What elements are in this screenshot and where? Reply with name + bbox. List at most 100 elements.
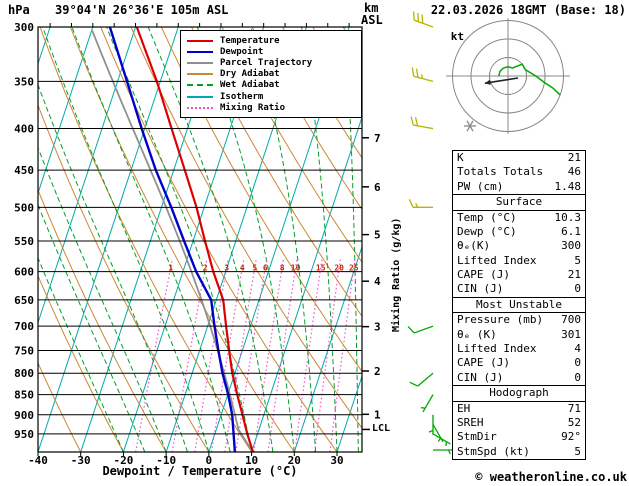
stats-row-cin-j-: CIN (J) 0 (453, 371, 585, 385)
pressure-tick-label: 650 (14, 294, 34, 307)
stats-label: CIN (J) (457, 282, 504, 296)
stats-value: 21 (567, 268, 581, 281)
temperature-tick-label: -30 (71, 454, 91, 467)
pressure-tick-label: 450 (14, 164, 34, 177)
stats-row-lifted-index: Lifted Index 5 (453, 254, 585, 268)
hodograph-unit-label: kt (451, 30, 464, 43)
stats-label: Pressure (mb) (457, 313, 544, 327)
mixing-ratio-value-label: 3 (224, 264, 229, 273)
pressure-tick-label: 350 (14, 75, 34, 88)
mixing-ratio-value-label: 20 (334, 264, 344, 273)
stats-label: Dewp (°C) (457, 224, 517, 238)
pressure-tick-label: 400 (14, 123, 34, 136)
mixing-ratio-line (224, 259, 257, 452)
legend-item-label: Temperature (220, 35, 280, 46)
stats-value: 0 (574, 356, 581, 370)
dry-adiabat-line (282, 27, 362, 159)
stats-label: EH (457, 401, 471, 415)
km-tick-label: 1 (374, 408, 381, 421)
mixing-ratio-line (135, 259, 173, 452)
legend-item-label: Wet Adiabat (220, 80, 280, 91)
temperature-tick-label: -20 (113, 454, 133, 467)
km-tick-label: 3 (374, 321, 381, 334)
stats-label: Lifted Index (457, 341, 537, 355)
legend: Temperature Dewpoint Parcel Trajectory Dry … (180, 30, 362, 119)
stats-row-cape-j-: CAPE (J) 21 (453, 268, 585, 282)
stats-row-k: K 21 (453, 151, 585, 165)
stats-value: 0 (574, 370, 581, 384)
stats-label: Lifted Index (457, 253, 537, 267)
mixing-ratio-value-label: 8 (280, 264, 285, 273)
mixing-ratio-line (253, 259, 284, 452)
stats-row-lifted-index: Lifted Index 4 (453, 342, 585, 356)
mixing-ratio-line (171, 259, 208, 452)
pressure-tick-label: 550 (14, 235, 34, 248)
run-datetime: 22.03.2026 18GMT (Base: 18) (430, 3, 626, 17)
stats-row--k-: θₑ(K) 300 (453, 239, 585, 253)
stats-row-temp-c-: Temp (°C) 10.3 (453, 211, 585, 225)
legend-line-sample (187, 61, 213, 64)
stats-value: 301 (561, 327, 581, 341)
stats-label: K (457, 151, 464, 164)
temperature-tick-label: 20 (288, 454, 301, 467)
stats-value: 46 (567, 165, 581, 179)
pressure-tick-label: 950 (14, 428, 34, 441)
stats-label: CAPE (J) (457, 268, 510, 281)
stats-value: 300 (561, 239, 581, 253)
stats-row-eh: EH 71 (453, 402, 585, 416)
mixing-ratio-line (194, 259, 229, 452)
isotherm-line (0, 27, 7, 452)
mixing-ratio-line (235, 259, 268, 452)
storm-motion-arrow (484, 77, 519, 84)
km-tick-label: 5 (374, 229, 381, 242)
parcel-trajectory-curve (91, 30, 254, 452)
temperature-tick-label: -10 (156, 454, 176, 467)
legend-item-parcel-trajectory: Parcel Trajectory (187, 57, 355, 68)
wind-barb (407, 325, 434, 334)
hodograph-marker-icon (466, 120, 474, 132)
legend-item-mixing-ratio: Mixing Ratio (187, 102, 355, 113)
km-tick-label: 2 (374, 365, 381, 378)
pressure-tick-label: 800 (14, 367, 34, 380)
legend-item-label: Dry Adiabat (220, 69, 280, 80)
mixing-ratio-value-label: 6 (263, 264, 268, 273)
stats-row--k-: θₑ (K) 301 (453, 328, 585, 342)
stats-value: 71 (567, 401, 581, 415)
stats-row-pw-cm-: PW (cm) 1.48 (453, 180, 585, 194)
pressure-tick-label: 900 (14, 409, 34, 422)
dry-adiabat-line (38, 361, 82, 452)
wind-barb (412, 11, 434, 28)
stats-row-stmdir: StmDir 92° (453, 430, 585, 444)
isotherm-line (293, 245, 362, 452)
wind-barb (410, 116, 434, 130)
wet-adiabat-line (38, 83, 188, 452)
mixing-ratio-value-label: 15 (316, 264, 326, 273)
legend-item-isotherm: Isotherm (187, 91, 355, 102)
mixing-ratio-line (267, 259, 298, 452)
stats-section-title-surface: Surface (453, 194, 585, 211)
mixing-ratio-value-label: 4 (240, 264, 245, 273)
altitude-axis-unit-km: km (364, 1, 379, 15)
temperature-tick-label: 10 (245, 454, 258, 467)
km-tick-label: 6 (374, 181, 381, 194)
stats-label: CAPE (J) (457, 356, 510, 370)
pressure-tick-label: 300 (14, 21, 34, 34)
legend-item-dewpoint: Dewpoint (187, 46, 355, 57)
stats-label: CIN (J) (457, 370, 504, 384)
stats-value: 700 (561, 313, 581, 327)
pressure-tick-label: 750 (14, 344, 34, 357)
legend-item-label: Parcel Trajectory (220, 57, 313, 68)
stats-value: 5 (574, 253, 581, 267)
mixing-ratio-line (313, 259, 341, 452)
mixing-ratio-axis-label: Mixing Ratio (g/kg) (391, 217, 402, 332)
stats-label: PW (cm) (457, 179, 504, 193)
watermark: © weatheronline.co.uk (475, 470, 627, 484)
stats-label: θₑ (K) (457, 327, 497, 341)
stats-value: 6.1 (561, 224, 581, 238)
legend-item-dry-adiabat: Dry Adiabat (187, 69, 355, 80)
wet-adiabat-line (71, 27, 231, 452)
temperature-tick-label: -40 (28, 454, 48, 467)
pressure-tick-label: 700 (14, 320, 34, 333)
wind-barb (433, 449, 453, 455)
